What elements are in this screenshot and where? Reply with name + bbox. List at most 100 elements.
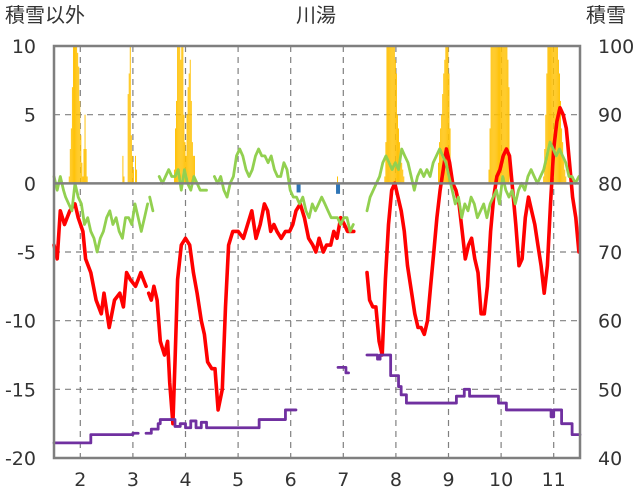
right-tick-label: 50 — [598, 379, 622, 401]
snow-bar — [72, 46, 74, 184]
snow-bar — [123, 176, 125, 184]
snow-bar — [547, 46, 549, 184]
snow-bar — [546, 73, 548, 184]
snow-bar — [391, 46, 393, 184]
snow-bar — [392, 46, 394, 184]
snow-bar — [74, 46, 75, 184]
x-tick-label: 8 — [390, 469, 402, 491]
x-tick-label: 6 — [285, 469, 297, 491]
snow-bar — [442, 94, 444, 184]
left-axis-ticks: -20 -15 -10 -5 0 5 10 — [5, 36, 36, 470]
snow-bar — [81, 162, 83, 184]
snow-bar — [127, 94, 129, 184]
snow-bar — [337, 176, 338, 184]
snow-bar — [187, 87, 189, 184]
snow-bar — [394, 59, 396, 184]
snow-bar — [190, 100, 192, 184]
snow-bar — [550, 46, 552, 184]
left-tick-label: 5 — [24, 105, 36, 127]
snow-bar — [552, 46, 554, 184]
green-line — [213, 147, 355, 233]
snow-bar — [135, 155, 137, 184]
snow-bar — [175, 128, 176, 184]
snow-bar — [559, 73, 560, 184]
snow-bar — [390, 46, 392, 184]
snow-bar — [184, 142, 186, 184]
snow-bar — [545, 114, 547, 184]
right-axis-label: 積雪 — [586, 3, 626, 27]
snow-bar — [122, 155, 124, 184]
plot-frame — [52, 44, 582, 460]
snow-bar — [397, 114, 398, 184]
snow-bar — [131, 155, 133, 184]
snow-bar — [495, 46, 497, 184]
snow-bar — [180, 59, 182, 184]
green-line — [148, 195, 155, 213]
x-tick-label: 7 — [337, 469, 349, 491]
blue-mark — [336, 184, 341, 194]
right-tick-label: 40 — [598, 448, 622, 470]
left-axis-label: 積雪以外 — [5, 3, 85, 27]
snow-bar — [505, 46, 507, 184]
snow-bar — [79, 100, 81, 184]
snow-bar — [177, 46, 179, 184]
red-line — [146, 202, 356, 426]
snow-bar — [385, 142, 387, 184]
snow-bar — [185, 155, 187, 184]
snow-bar — [500, 46, 502, 184]
snow-bar — [549, 46, 551, 184]
snow-bar — [564, 169, 566, 184]
series-lines — [52, 106, 582, 445]
snow-bar — [438, 162, 439, 184]
snow-bar — [86, 176, 88, 184]
snow-bar — [445, 46, 447, 184]
snow-bar — [496, 46, 498, 184]
snow-bar — [548, 46, 550, 184]
snow-bar — [491, 46, 493, 184]
snow-bar — [75, 46, 77, 184]
snow-bar — [553, 46, 555, 184]
snow-bar — [129, 46, 131, 184]
green-line — [52, 175, 149, 254]
snow-bar — [132, 169, 134, 184]
snow-bar — [448, 73, 450, 184]
snow-bar — [178, 46, 180, 184]
snow-bar — [400, 155, 402, 184]
snow-bar — [83, 149, 85, 184]
green-line — [157, 168, 208, 192]
x-tick-label: 9 — [442, 469, 454, 491]
snow-bar — [554, 46, 556, 184]
snow-bar — [501, 46, 503, 184]
snow-bar — [499, 46, 500, 184]
snow-bar — [68, 176, 70, 184]
left-tick-label: -10 — [5, 311, 36, 333]
snow-bar — [446, 46, 448, 184]
red-line — [365, 106, 581, 357]
snow-bar — [188, 73, 190, 184]
chart-title: 川湯 — [296, 3, 336, 27]
right-tick-label: 100 — [598, 36, 634, 58]
snow-bar — [193, 155, 195, 184]
green-line — [365, 140, 581, 220]
snow-bar — [507, 59, 509, 184]
left-tick-label: -15 — [5, 379, 36, 401]
purple-line — [144, 408, 298, 435]
snow-bar — [443, 73, 445, 184]
x-tick-label: 10 — [489, 469, 513, 491]
snow-bar — [555, 46, 557, 184]
snow-bar — [176, 100, 178, 184]
left-tick-label: 0 — [24, 173, 36, 195]
snow-bar — [497, 46, 499, 184]
snow-bar — [388, 46, 390, 184]
snow-bar — [84, 114, 86, 184]
snow-bar — [181, 46, 183, 184]
snow-bar — [76, 46, 78, 184]
snow-bar — [85, 149, 87, 184]
snow-bar — [489, 128, 491, 184]
snow-bar — [77, 52, 79, 184]
snow-bar — [449, 128, 451, 184]
snow-bar — [440, 128, 442, 184]
snow-bar — [186, 114, 188, 184]
snow-bar — [441, 114, 443, 184]
